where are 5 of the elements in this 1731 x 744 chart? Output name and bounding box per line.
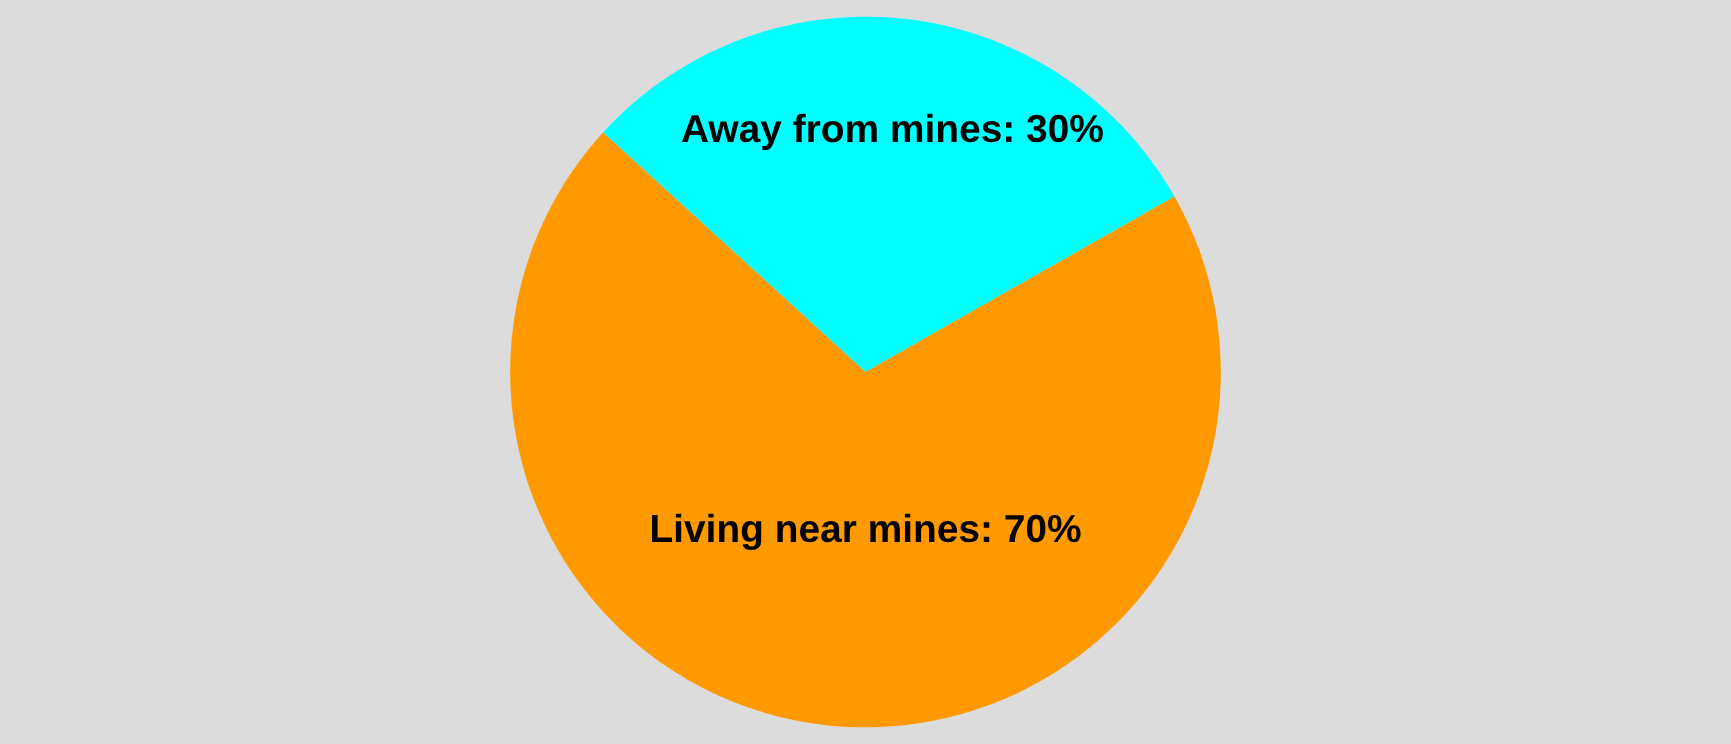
- slice-label: Living near mines: [651, 513, 979, 551]
- data-label: : 30%: [1006, 114, 1103, 143]
- pie-slice: [603, 16, 1175, 372]
- data-label: : 70%: [983, 514, 1081, 543]
- slice-label: Away from mines: [681, 113, 1001, 150]
